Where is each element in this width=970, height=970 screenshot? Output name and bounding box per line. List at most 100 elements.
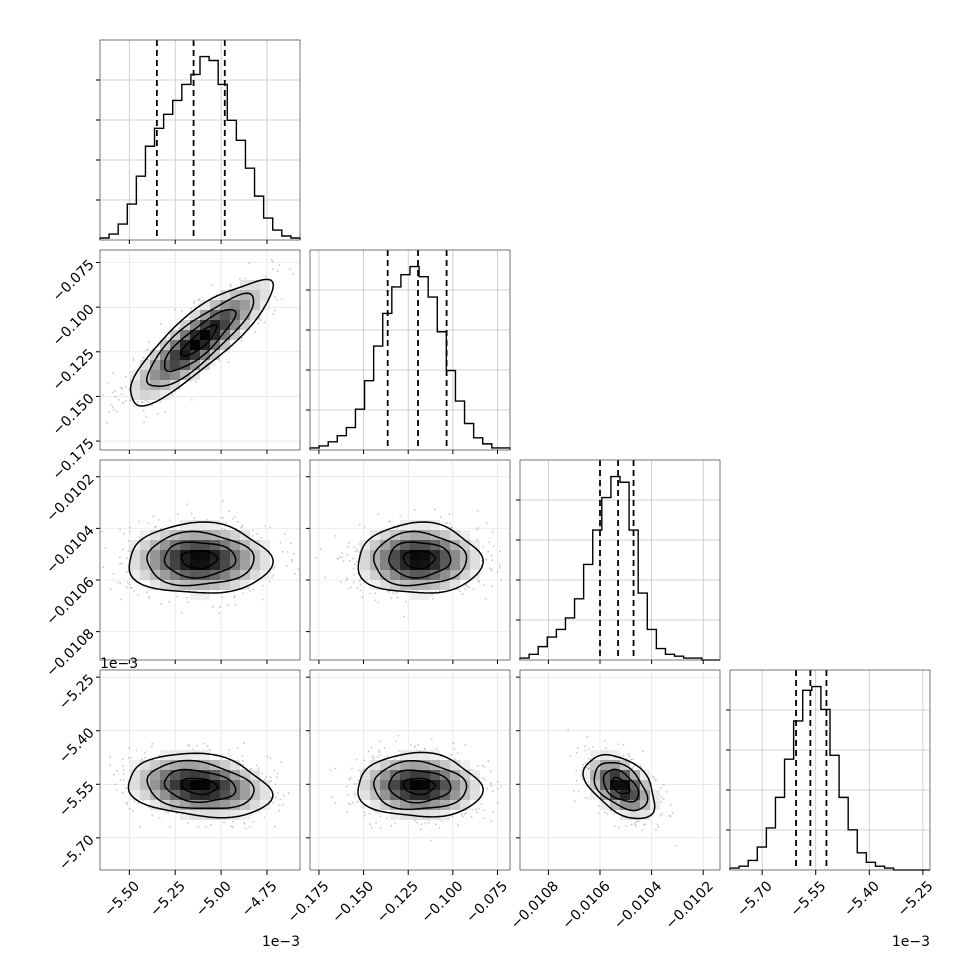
contours [128, 521, 274, 594]
density-cell [160, 350, 170, 360]
scatter-point [334, 535, 337, 537]
scatter-point [273, 769, 276, 772]
density-cell [230, 320, 240, 330]
scatter-point [289, 542, 292, 545]
scatter-point [168, 600, 170, 603]
scatter-point [282, 794, 285, 797]
density-cell [250, 310, 260, 320]
scatter-point [129, 587, 132, 589]
scatter-point [477, 527, 479, 529]
density-cell [220, 310, 230, 320]
density-cell [200, 780, 210, 790]
density-cell [240, 320, 250, 330]
scatter-point [250, 814, 253, 816]
scatter-point [141, 401, 144, 403]
density-cell [190, 340, 200, 350]
scatter-point [186, 601, 189, 604]
scatter-point [266, 755, 269, 758]
scatter-point [390, 597, 393, 600]
scatter-point [399, 515, 402, 518]
density-cell [180, 330, 190, 340]
scatter-point [243, 821, 246, 824]
scatter-point [151, 745, 153, 748]
density-cell [230, 800, 240, 810]
scatter-point [167, 337, 170, 339]
density-cell [230, 560, 240, 570]
scatter-point [145, 349, 148, 352]
scatter-point [498, 550, 501, 553]
scatter-point [439, 516, 442, 518]
scatter-point [279, 798, 282, 801]
scatter-point [490, 784, 492, 787]
scatter-point [265, 776, 268, 778]
scatter-point [374, 592, 377, 595]
scatter-point [131, 810, 134, 813]
panel-frame [99, 249, 301, 451]
scatter-point [126, 801, 128, 804]
density-cell [210, 330, 220, 340]
scatter-point [278, 804, 281, 806]
scatter-point [457, 824, 459, 827]
scatter-point [288, 268, 291, 270]
density-cell [150, 580, 160, 590]
scatter-point [112, 572, 115, 575]
density-cell [180, 810, 190, 820]
scatter-point [133, 589, 136, 592]
scatter-point [147, 341, 150, 344]
scatter-point [497, 787, 499, 790]
scatter-point [489, 782, 492, 785]
scatter-point [345, 785, 348, 788]
scatter-point [115, 789, 118, 791]
scatter-point [484, 597, 487, 600]
scatter-point [413, 746, 416, 748]
panel-frame [99, 39, 301, 241]
scatter-point [346, 553, 349, 556]
scatter-point [211, 605, 214, 608]
scatter-point [272, 268, 274, 270]
scatter-point [487, 550, 489, 553]
scatter-point [416, 821, 419, 824]
scatter-point [476, 538, 478, 541]
density-cell [220, 580, 230, 590]
scatter-point [191, 399, 193, 401]
scatter-point [354, 794, 357, 797]
scatter-point [329, 769, 332, 771]
hist-panel-1 [306, 249, 511, 451]
scatter-point [126, 581, 129, 583]
density-cell [250, 540, 260, 550]
scatter-point [142, 409, 145, 412]
density-cell [170, 350, 180, 360]
density-cell [170, 380, 180, 390]
scatter-point [349, 776, 352, 779]
scatter-point [252, 588, 255, 591]
scatter-point [334, 802, 337, 804]
scatter-point [358, 769, 361, 772]
density-cell [240, 310, 250, 320]
scatter-point [126, 803, 128, 806]
scatter-point [160, 400, 162, 403]
scatter-point [239, 278, 241, 280]
scatter-point [464, 744, 467, 746]
density-cell [200, 300, 210, 310]
scatter-point [276, 772, 279, 775]
scatter-point [111, 405, 114, 408]
density-cell [190, 350, 200, 360]
contour-level-3 [129, 278, 275, 407]
scatter-point [119, 528, 121, 531]
scatter-point [283, 533, 286, 535]
scatter-point [282, 804, 285, 806]
scatter-point [252, 820, 255, 823]
scatter-point [389, 520, 392, 523]
density-cell [190, 310, 200, 320]
grid-lines [730, 670, 930, 870]
scatter-point [122, 779, 125, 781]
scatter-point [498, 564, 501, 567]
density-cell [130, 780, 140, 790]
scatter-point [112, 773, 115, 776]
scatter-point [230, 825, 233, 828]
grid-lines [520, 460, 720, 660]
density-cell [380, 790, 390, 800]
scatter-point [414, 819, 417, 822]
scatter-point [137, 594, 140, 596]
density-cell [200, 320, 210, 330]
